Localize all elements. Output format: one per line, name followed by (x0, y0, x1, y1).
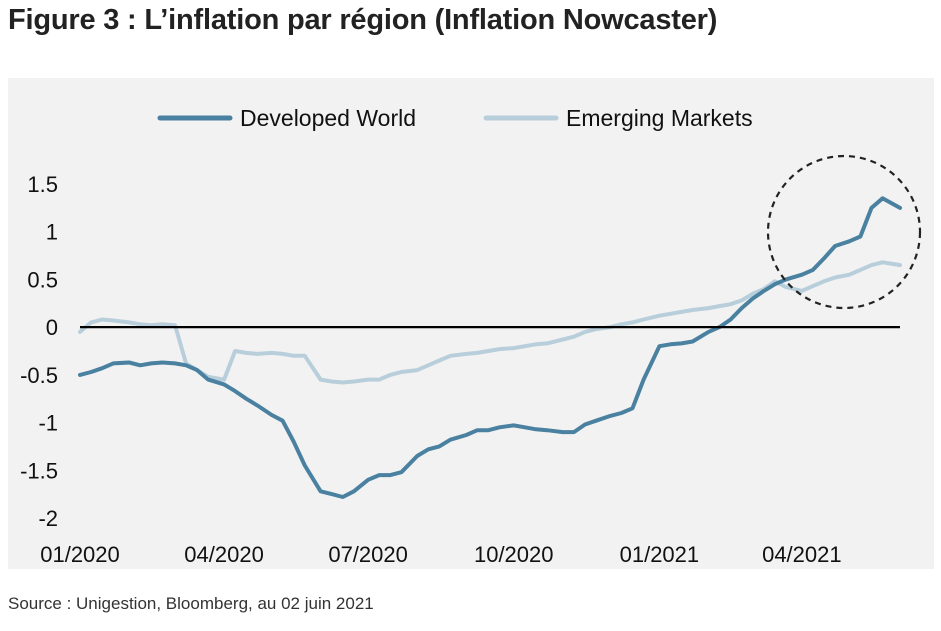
line-chart: 1.5 1 0.5 0 -0.5 -1 -1.5 -2 01/2020 04/2020 07/202… (20, 105, 922, 567)
x-tick-label: 04/2020 (184, 542, 264, 567)
y-tick-label: -1.5 (20, 458, 58, 483)
highlight-circle (766, 154, 922, 310)
legend-emerging-markets-label: Emerging Markets (566, 105, 753, 131)
y-tick-label: -0.5 (20, 363, 58, 388)
x-tick-label: 10/2020 (474, 542, 554, 567)
y-tick-label: 1.5 (27, 172, 58, 197)
chart-panel: 1.5 1 0.5 0 -0.5 -1 -1.5 -2 01/2020 04/2020 07/202… (8, 78, 934, 569)
y-tick-label: -1 (38, 411, 58, 436)
x-tick-label: 07/2020 (328, 542, 408, 567)
figure-title: Figure 3 : L’inflation par région (Infla… (8, 4, 718, 36)
series-line-emerging-markets (78, 260, 902, 385)
y-tick-label: 0 (46, 315, 58, 340)
series-line-developed-world (78, 196, 902, 499)
x-tick-label: 01/2020 (40, 542, 120, 567)
y-tick-label: 1 (46, 220, 58, 245)
x-tick-label: 04/2021 (762, 542, 842, 567)
x-tick-label: 01/2021 (620, 542, 700, 567)
y-tick-label: 0.5 (27, 267, 58, 292)
y-tick-label: -2 (38, 506, 58, 531)
legend-developed-world-label: Developed World (240, 105, 416, 131)
source-note: Source : Unigestion, Bloomberg, au 02 ju… (8, 594, 374, 613)
